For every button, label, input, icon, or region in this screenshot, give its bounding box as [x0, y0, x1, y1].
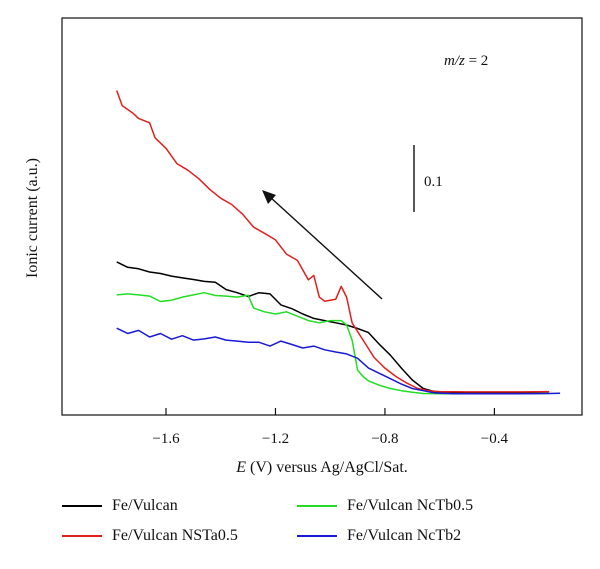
- series-layer: [115, 90, 561, 395]
- scan-direction-arrow: [269, 196, 383, 300]
- mz-annotation: m/z = 2: [444, 53, 488, 69]
- chart: −1.6 −1.2 −0.8 −0.4 0.1 m/z = 2 E (V) versu…: [24, 17, 583, 476]
- legend-label: Fe/Vulcan NcTb0.5: [347, 497, 474, 514]
- legend-item: Fe/Vulcan NcTb0.5: [297, 497, 473, 515]
- x-axis-title-italic: E: [235, 459, 246, 476]
- legend-item: Fe/Vulcan: [62, 497, 178, 515]
- legend: Fe/Vulcan Fe/Vulcan NSTa0.5 Fe/Vulcan Nc…: [0, 495, 600, 565]
- legend-swatch: [62, 505, 102, 507]
- x-tick-label: −1.6: [152, 431, 180, 447]
- x-axis-title: E (V) versus Ag/AgCl/Sat.: [235, 459, 408, 476]
- legend-swatch: [297, 505, 337, 507]
- scan-direction-arrowhead: [262, 190, 276, 204]
- tick-layer: −1.6 −1.2 −0.8 −0.4: [152, 408, 509, 447]
- scale-bar-label: 0.1: [424, 174, 443, 190]
- legend-label: Fe/Vulcan NcTb2: [347, 527, 462, 544]
- series-line-1: [115, 90, 550, 393]
- series-line-0: [116, 261, 550, 394]
- legend-swatch: [62, 535, 102, 537]
- x-tick-label: −0.4: [481, 431, 509, 447]
- legend-label: Fe/Vulcan: [112, 497, 178, 514]
- legend-label: Fe/Vulcan NSTa0.5: [112, 527, 238, 544]
- x-axis-title-rest: (V) versus Ag/AgCl/Sat.: [246, 459, 408, 476]
- x-tick-label: −1.2: [262, 431, 289, 447]
- legend-item: Fe/Vulcan NSTa0.5: [62, 527, 238, 545]
- series-line-3: [116, 327, 561, 395]
- legend-item: Fe/Vulcan NcTb2: [297, 527, 461, 545]
- series-line-2: [116, 291, 550, 395]
- x-tick-label: −0.8: [371, 431, 398, 447]
- y-axis-title: Ionic current (a.u.): [24, 158, 41, 278]
- legend-swatch: [297, 535, 337, 537]
- mz-annotation-rest: = 2: [465, 53, 488, 69]
- mz-annotation-italic: m/z: [444, 53, 465, 69]
- plot-frame: [61, 17, 583, 416]
